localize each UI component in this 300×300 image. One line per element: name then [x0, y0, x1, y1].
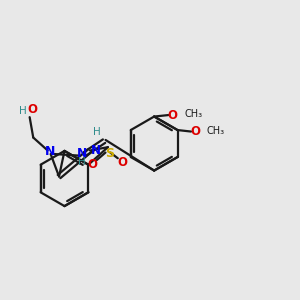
Text: CH₃: CH₃ — [184, 110, 202, 119]
Text: O: O — [117, 156, 127, 169]
Text: O: O — [168, 109, 178, 122]
Text: H: H — [93, 127, 101, 137]
Text: O: O — [190, 125, 200, 138]
Text: O: O — [87, 158, 97, 171]
Text: H: H — [19, 106, 27, 116]
Text: N: N — [90, 144, 100, 157]
Text: N: N — [77, 147, 88, 160]
Text: N: N — [45, 145, 56, 158]
Text: H: H — [78, 157, 86, 167]
Text: CH₃: CH₃ — [207, 126, 225, 136]
Text: S: S — [105, 147, 114, 160]
Text: O: O — [28, 103, 38, 116]
